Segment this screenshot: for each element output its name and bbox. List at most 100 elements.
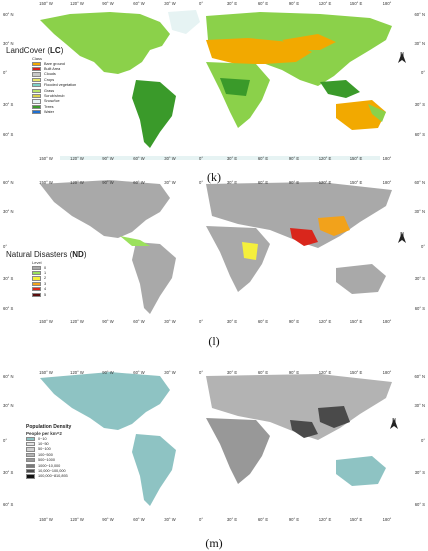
legend-swatch (26, 474, 35, 479)
lon-ticks-top: 150° W 120° W 90° W 60° W 30° W 0° 30° E 60° E 9… (39, 1, 392, 6)
tick-label: 60° S (415, 502, 425, 507)
tick-label: 60° W (133, 319, 144, 324)
legend-item: 1000~10,000 (26, 463, 71, 468)
legend-swatch (32, 281, 41, 286)
tick-label: 0° (3, 438, 7, 443)
tick-label: 30° E (227, 1, 237, 6)
legend-item: Water (32, 110, 76, 115)
china-dense (318, 406, 350, 428)
tick-label: 30° S (3, 276, 13, 281)
legend-label: Built Area (44, 67, 61, 72)
legend-label: 0 (44, 265, 47, 270)
greenland (168, 10, 200, 34)
landcover-panel: 150° W 120° W 90° W 60° W 30° W 0° 30° E 60° E 9… (0, 0, 428, 184)
tick-label: 60° S (415, 132, 425, 137)
tick-label: 30° S (3, 102, 13, 107)
legend-swatch (32, 270, 41, 276)
legend-swatch (26, 447, 35, 452)
tick-label: 90° E (289, 517, 299, 522)
legend-title: Natural Disasters (ND) (6, 250, 87, 259)
tick-label: 60° E (258, 517, 268, 522)
tick-label: 90° W (102, 517, 113, 522)
tick-label: 150° W (39, 1, 53, 6)
tick-label: 60° W (133, 370, 144, 375)
legend-swatch (32, 72, 41, 77)
tick-label: 30° S (3, 470, 13, 475)
north-america (40, 180, 170, 238)
tick-label: 90° E (289, 156, 299, 161)
tick-label: 0° (199, 1, 203, 6)
legend-swatch (32, 292, 41, 297)
legend-label: 100~500 (38, 452, 53, 457)
legend-label: 0~10 (38, 436, 47, 441)
tick-label: 150° W (39, 319, 53, 324)
tick-label: 30° S (415, 470, 425, 475)
tick-label: 180° (383, 370, 392, 375)
legend-label: 3 (44, 281, 47, 286)
tick-label: 120° W (70, 156, 84, 161)
tick-label: 150° E (350, 156, 363, 161)
legend-swatch (32, 88, 41, 93)
legend-subtitle: Class (32, 56, 43, 61)
tick-label: 120° W (70, 180, 84, 185)
tick-label: 60° E (258, 319, 268, 324)
tick-label: 90° W (102, 156, 113, 161)
tick-label: 150° W (39, 517, 53, 522)
legend-item: Grass (32, 88, 76, 93)
legend-item: 500~1000 (26, 458, 71, 463)
legend-swatch (26, 441, 35, 447)
north-america (40, 372, 170, 430)
australia (336, 264, 386, 294)
tick-label: 30° E (227, 370, 237, 375)
tick-label: 180° (383, 517, 392, 522)
lat-ticks-right: 60° N 30° N 0° 30° S 60° S (414, 12, 425, 137)
caption-l: (l) (208, 334, 220, 348)
legend-item: 50~100 (26, 447, 71, 452)
legend-swatch (26, 458, 35, 463)
tick-label: 60° N (414, 12, 425, 17)
legend-item: 0~10 (26, 436, 71, 441)
tick-label: 0° (421, 438, 425, 443)
legend-swatch (32, 77, 41, 82)
lat-ticks-right: 60° N 30° N 0° 30° S 60° S (414, 180, 425, 311)
tick-label: 180° (383, 1, 392, 6)
legend-items: 0~10 10~50 50~100 100~500 500~1000 1000~10,00… (26, 436, 71, 479)
australia-coast (368, 104, 386, 122)
lat-ticks-left: 60° N 30° N 0° 30° S 60° S (3, 12, 14, 137)
legend-item: 10~50 (26, 441, 71, 447)
legend-label: 1 (44, 271, 47, 276)
tick-label: 30° E (227, 517, 237, 522)
tick-label: 0° (199, 319, 203, 324)
south-america (132, 242, 176, 314)
legend-label: 4 (44, 287, 47, 292)
tick-label: 60° N (3, 12, 14, 17)
north-arrow: N (396, 232, 408, 243)
lat-ticks-left: 60° N 30° N 0° 30° S 60° S (3, 180, 14, 311)
legend-item: 10,000~100,000 (26, 468, 71, 474)
tick-label: 150° E (350, 319, 363, 324)
tick-label: 120° E (319, 370, 332, 375)
tick-label: 120° W (70, 370, 84, 375)
tick-label: 60° W (133, 180, 144, 185)
tick-label: 60° S (3, 306, 13, 311)
tick-label: 0° (199, 156, 203, 161)
tick-label: 30° E (227, 180, 237, 185)
legend-item: Crops (32, 77, 76, 82)
tick-label: 60° N (3, 374, 14, 379)
tick-label: 30° E (227, 156, 237, 161)
landcover-legend: LandCover (LC) Class Bare ground Built Ar… (6, 46, 76, 115)
tick-label: 30° W (164, 370, 175, 375)
tick-label: 150° E (350, 517, 363, 522)
tick-label: 60° S (3, 502, 13, 507)
central-africa-forest (220, 78, 250, 96)
tick-label: 180° (383, 156, 392, 161)
legend-label: 50~100 (38, 447, 51, 452)
antarctica-hint (60, 156, 380, 160)
tick-label: 150° W (39, 156, 53, 161)
tick-label: 0° (199, 370, 203, 375)
legend-label: 1000~10,000 (38, 463, 61, 468)
legend-swatch (32, 287, 41, 292)
legend-item: 100~500 (26, 452, 71, 457)
tick-label: 30° N (3, 209, 14, 214)
southeast-asia (320, 80, 360, 98)
